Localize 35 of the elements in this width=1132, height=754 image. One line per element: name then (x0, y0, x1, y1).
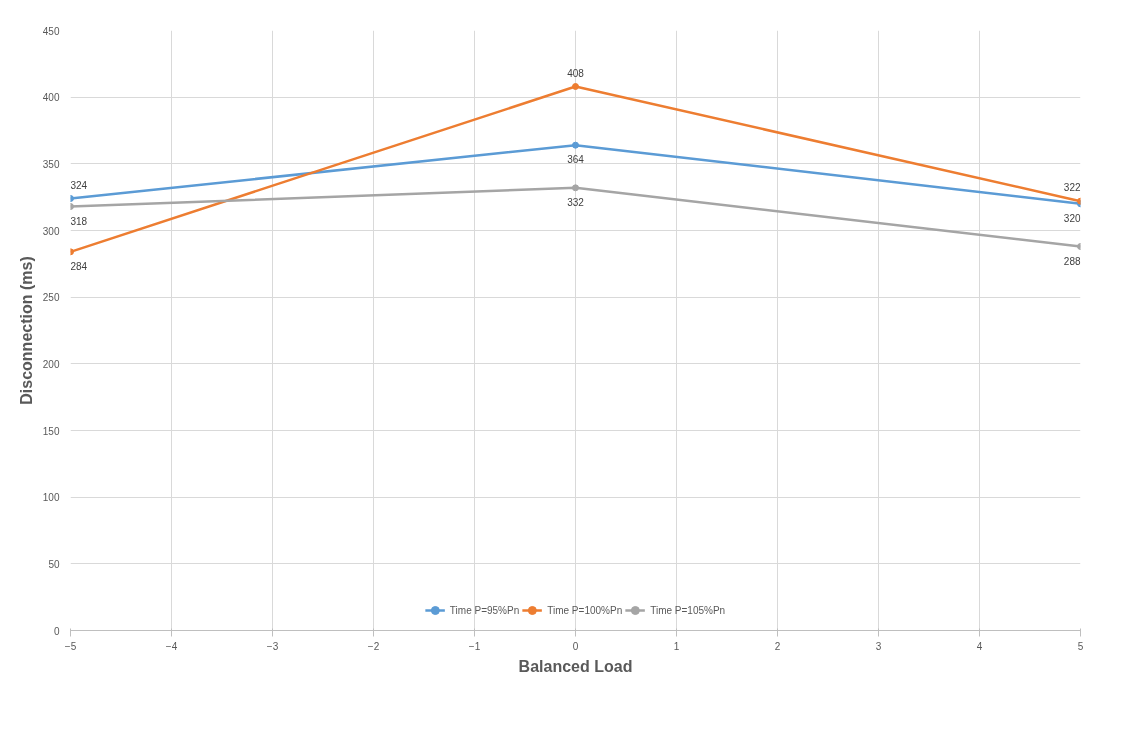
x-tick-label: −3 (266, 640, 279, 652)
x-tick-label: 0 (572, 640, 579, 652)
y-tick-label: 300 (42, 225, 60, 237)
x-tick-label: 4 (976, 640, 983, 652)
x-tick-label: 2 (774, 640, 781, 652)
x-tick-label: 1 (673, 640, 680, 652)
y-tick-label: 450 (42, 25, 60, 37)
y-axis-title: Disconnection (ms) (17, 256, 35, 405)
legend-label: Time P=105%Pn (650, 604, 726, 616)
x-tick-label: −4 (165, 640, 178, 652)
data-label: 320 (1063, 212, 1081, 224)
y-tick-label: 400 (42, 92, 60, 104)
y-tick-label: 250 (42, 292, 60, 304)
data-label: 322 (1063, 182, 1081, 194)
data-label: 288 (1063, 255, 1081, 267)
x-tick-label: 3 (875, 640, 882, 652)
data-label: 324 (70, 179, 88, 191)
x-tick-label: −5 (64, 640, 77, 652)
y-tick-label: 100 (42, 492, 60, 504)
y-tick-label: 50 (48, 558, 60, 570)
x-tick-label: −2 (367, 640, 380, 652)
y-tick-label: 150 (42, 425, 60, 437)
x-tick-label: 5 (1077, 640, 1084, 652)
y-tick-label: 200 (42, 358, 60, 370)
y-tick-label: 350 (42, 158, 60, 170)
x-axis-title: Balanced Load (518, 657, 633, 675)
data-label: 318 (70, 215, 88, 227)
y-tick-label: 0 (53, 625, 60, 637)
legend-label: Time P=100%Pn (547, 604, 623, 616)
data-label: 364 (567, 154, 585, 166)
data-label: 332 (567, 196, 585, 208)
legend-label: Time P=95%Pn (449, 604, 520, 616)
data-label: 284 (70, 260, 88, 272)
x-tick-label: −1 (468, 640, 481, 652)
data-label: 408 (567, 67, 585, 79)
